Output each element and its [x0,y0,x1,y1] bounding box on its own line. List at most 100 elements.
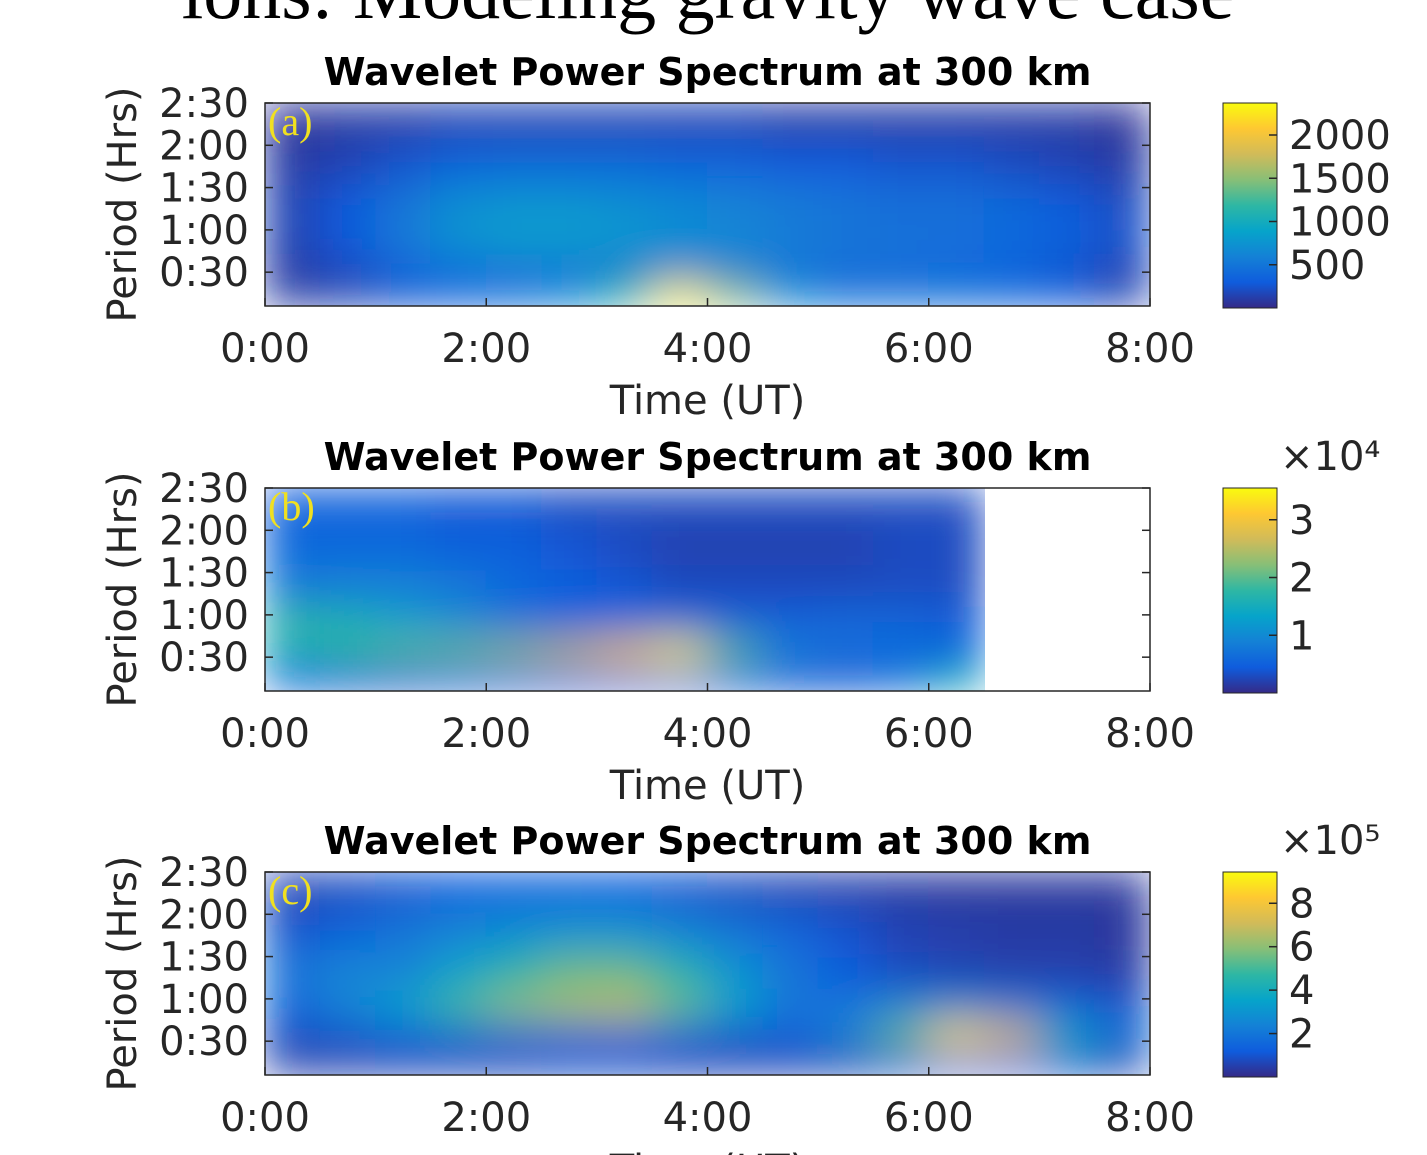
heatmap-cell [928,252,985,282]
x-axis-label: Time (UT) [609,1147,806,1155]
heatmap-cell [375,909,432,953]
heatmap-cell [928,605,985,639]
heatmap-cell [375,989,432,1023]
heatmap-cell [375,103,432,142]
heatmap-cell [430,140,487,184]
heatmap-cell [541,567,598,607]
heatmap-cell [1038,280,1096,306]
heatmap-cell [265,252,321,282]
heatmap-cell [265,909,321,953]
heatmap-cell [651,220,708,254]
heatmap-cell [707,1021,764,1051]
heatmap-cell [707,637,764,667]
heatmap-cell [651,567,708,607]
heatmap-cell [596,140,653,184]
heatmap-cell [265,525,321,569]
heatmap-cell [762,605,819,639]
heatmap-cell [707,252,764,282]
heatmap-cell [596,488,653,527]
heatmap-cell [1094,103,1150,142]
heatmap-cell [265,567,321,607]
heatmap-cell [1038,220,1096,254]
heatmap-cell [872,951,930,991]
heatmap-cell [928,637,985,667]
heatmap-cell [707,488,764,527]
heatmap-cell [541,103,598,142]
heatmap-cell [265,637,321,667]
heatmap-cell [983,1021,1040,1051]
heatmap-cell [319,951,377,991]
heatmap-cell [596,605,653,639]
heatmap-cell [319,567,377,607]
heatmap-cell [928,567,985,607]
heatmap-cell [596,637,653,667]
colorbar-tick-label: 2000 [1289,113,1391,159]
heatmap-cell [1038,182,1096,222]
heatmap-cell [541,182,598,222]
y-tick-label: 2:00 [159,892,249,938]
y-tick-label: 2:30 [159,466,249,512]
heatmap-cell [817,1021,874,1051]
panel-label: (b) [268,484,315,529]
heatmap-cell [375,1021,432,1051]
x-tick-label: 4:00 [663,1095,753,1141]
heatmap-cell [872,525,930,569]
heatmap-cell [1094,1021,1150,1051]
heatmap-cell [762,280,819,306]
heatmap-cell [485,1049,543,1075]
heatmap-cell [817,280,874,306]
heatmap-cell [651,182,708,222]
heatmap-cell [541,989,598,1023]
heatmap-cell [651,637,708,667]
x-tick-label: 2:00 [441,326,531,372]
colorbar-multiplier: ×10⁴ [1280,434,1380,480]
heatmap-cell [265,103,321,142]
heatmap-cell [872,1049,930,1075]
y-axis-label: Period (Hrs) [100,86,146,322]
heatmap-cell [817,220,874,254]
heatmap-cell [817,252,874,282]
y-axis-label: Period (Hrs) [100,855,146,1091]
heatmap-cell [375,665,432,691]
heatmap-cell [817,1049,874,1075]
heatmap-cell [651,1049,708,1075]
colorbar-multiplier: ×10⁵ [1280,818,1380,864]
heatmap-cell [928,909,985,953]
heatmap-cell [430,872,487,911]
heatmap-cell [762,182,819,222]
heatmap-cell [319,665,377,691]
heatmap-cell [872,567,930,607]
heatmap-cell [1094,872,1150,911]
heatmap-cell [762,488,819,527]
heatmap-cell [1094,140,1150,184]
heatmap-cell [596,567,653,607]
heatmap-cell [817,525,874,569]
heatmap-cell [762,252,819,282]
heatmap-cell [375,488,432,527]
heatmap-cell [707,1049,764,1075]
y-tick-label: 1:30 [159,551,249,597]
heatmap-cell [596,872,653,911]
heatmap-cell [485,488,543,527]
heatmap-cell [596,252,653,282]
heatmap-cell [375,1049,432,1075]
heatmap-cell [762,665,819,691]
heatmap-cell [817,567,874,607]
heatmap-cell [319,1049,377,1075]
heatmap-cell [651,951,708,991]
heatmap-cell [651,665,708,691]
heatmap-cell [762,1049,819,1075]
heatmap-cell [430,665,487,691]
heatmap-cell [430,637,487,667]
colorbar-tick-label: 500 [1289,243,1365,289]
heatmap-cell [928,103,985,142]
heatmap-cell [707,567,764,607]
heatmap-cell [596,280,653,306]
heatmap-cell [707,605,764,639]
heatmap-cell [430,220,487,254]
heatmap-cell [928,140,985,184]
heatmap-cell [707,140,764,184]
heatmap-cell [707,103,764,142]
heatmap-cell [817,605,874,639]
heatmap-cell [319,989,377,1023]
